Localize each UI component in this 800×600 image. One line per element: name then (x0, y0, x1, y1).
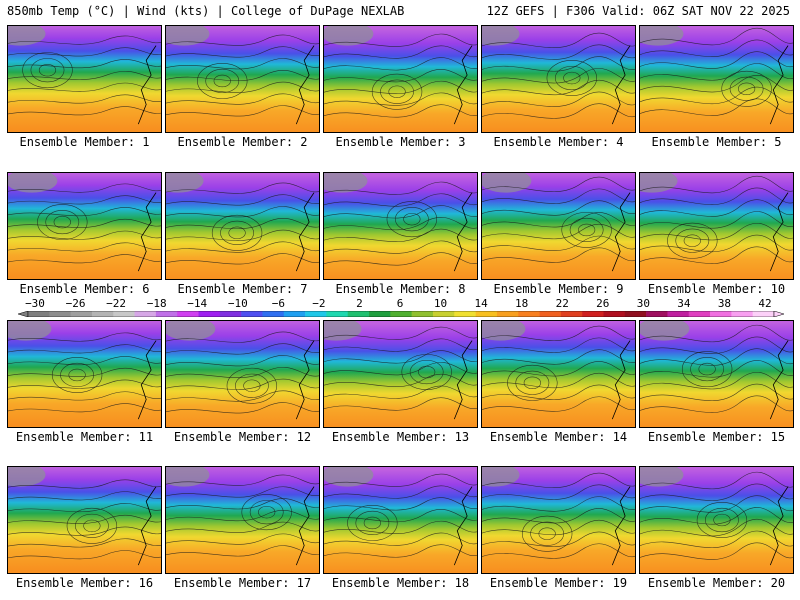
ensemble-map-19 (481, 466, 636, 574)
colorbar-swatch (134, 311, 157, 317)
colorbar-swatch (539, 311, 562, 317)
colorbar-tick-label: 6 (396, 297, 404, 310)
ensemble-member-label: Ensemble Member: 18 (331, 576, 470, 590)
colorbar-swatch (113, 311, 135, 317)
colorbar-swatch (624, 311, 647, 317)
ensemble-map-18 (323, 466, 478, 574)
colorbar-swatch (347, 311, 370, 317)
colorbar-tick-label: 2 (356, 297, 363, 310)
colorbar-swatch (326, 311, 349, 317)
ensemble-map-8 (323, 172, 478, 280)
colorbar-tick-label: −6 (271, 297, 285, 310)
ensemble-member-label: Ensemble Member: 20 (647, 576, 786, 590)
ensemble-member-label: Ensemble Member: 16 (15, 576, 154, 590)
colorbar-swatch (411, 311, 434, 317)
colorbar-tick-label: 38 (717, 297, 732, 310)
colorbar-tick-label: 34 (677, 297, 691, 310)
ensemble-member-label: Ensemble Member: 1 (19, 135, 150, 149)
ensemble-member-label: Ensemble Member: 12 (173, 430, 312, 444)
ensemble-map-14 (481, 320, 636, 428)
colorbar-tick-label: 42 (758, 297, 772, 310)
colorbar-tick-label: 30 (636, 297, 650, 310)
ensemble-map-15 (639, 320, 794, 428)
ensemble-map-12 (165, 320, 320, 428)
colorbar-swatch (560, 311, 583, 317)
colorbar-swatch (646, 311, 668, 317)
colorbar-swatch (475, 311, 498, 317)
ensemble-member-label: Ensemble Member: 14 (489, 430, 628, 444)
colorbar-swatch (28, 311, 50, 317)
ensemble-member-label: Ensemble Member: 13 (331, 430, 470, 444)
ensemble-member-label: Ensemble Member: 8 (335, 282, 466, 296)
colorbar-swatch (667, 311, 690, 317)
colorbar-tick-label: −10 (227, 297, 248, 310)
ensemble-member-label: Ensemble Member: 3 (335, 135, 466, 149)
ensemble-map-5 (639, 25, 794, 133)
ensemble-map-9 (481, 172, 636, 280)
ensemble-member-label: Ensemble Member: 9 (493, 282, 624, 296)
colorbar-tick-label: 18 (515, 297, 529, 310)
ensemble-member-label: Ensemble Member: 2 (177, 135, 308, 149)
ensemble-member-label: Ensemble Member: 5 (651, 135, 782, 149)
chart-title: 850mb Temp (°C) | Wind (kts) | College o… (7, 4, 405, 18)
ensemble-map-1 (7, 25, 162, 133)
ensemble-map-2 (165, 25, 320, 133)
ensemble-map-16 (7, 466, 162, 574)
colorbar-swatch (70, 311, 93, 317)
colorbar-swatch (710, 311, 732, 317)
colorbar-swatch (305, 311, 327, 317)
colorbar-swatch (262, 311, 285, 317)
colorbar-swatch (603, 311, 626, 317)
ensemble-map-7 (165, 172, 320, 280)
colorbar-swatch (369, 311, 391, 317)
ensemble-member-label: Ensemble Member: 19 (489, 576, 628, 590)
colorbar-tick-label: 10 (433, 297, 448, 310)
ensemble-member-label: Ensemble Member: 15 (647, 430, 786, 444)
colorbar-tick-label: −2 (312, 297, 326, 310)
ensemble-member-label: Ensemble Member: 6 (19, 282, 150, 296)
colorbar-swatch (155, 311, 178, 317)
colorbar-tick-label: −26 (65, 297, 86, 310)
colorbar-tick-label: 22 (555, 297, 569, 310)
ensemble-map-13 (323, 320, 478, 428)
valid-time-label: 12Z GEFS | F306 Valid: 06Z SAT NOV 22 20… (486, 4, 790, 18)
ensemble-map-10 (639, 172, 794, 280)
colorbar-swatch (496, 311, 519, 317)
ensemble-member-label: Ensemble Member: 11 (15, 430, 154, 444)
colorbar-swatch (454, 311, 476, 317)
colorbar-swatch (731, 311, 753, 317)
ensemble-map-6 (7, 172, 162, 280)
colorbar-swatch (49, 311, 71, 317)
colorbar-swatch (688, 311, 711, 317)
ensemble-map-3 (323, 25, 478, 133)
colorbar-tick-label: 14 (474, 297, 488, 310)
ensemble-map-4 (481, 25, 636, 133)
ensemble-member-label: Ensemble Member: 10 (647, 282, 786, 296)
colorbar-swatch (91, 311, 114, 317)
colorbar-swatch (752, 311, 775, 317)
ensemble-member-label: Ensemble Member: 7 (177, 282, 308, 296)
ensemble-map-20 (639, 466, 794, 574)
ensemble-member-label: Ensemble Member: 17 (173, 576, 312, 590)
colorbar-swatch (177, 311, 199, 317)
ensemble-member-label: Ensemble Member: 4 (493, 135, 624, 149)
colorbar-tick-label: −14 (187, 297, 208, 310)
colorbar-swatch (283, 311, 306, 317)
temperature-colorbar (18, 311, 784, 317)
colorbar-swatch (582, 311, 604, 317)
colorbar-tick-label: −22 (106, 297, 127, 310)
colorbar-swatch (241, 311, 263, 317)
ensemble-map-11 (7, 320, 162, 428)
colorbar-tick-label: 26 (596, 297, 610, 310)
colorbar-swatch (390, 311, 412, 317)
colorbar-swatch (432, 311, 455, 317)
colorbar-swatch (518, 311, 540, 317)
colorbar-tick-label: −30 (25, 297, 45, 310)
colorbar-tick-label: −18 (146, 297, 167, 310)
colorbar-swatch (198, 311, 221, 317)
ensemble-map-17 (165, 466, 320, 574)
colorbar-swatch (219, 311, 242, 317)
